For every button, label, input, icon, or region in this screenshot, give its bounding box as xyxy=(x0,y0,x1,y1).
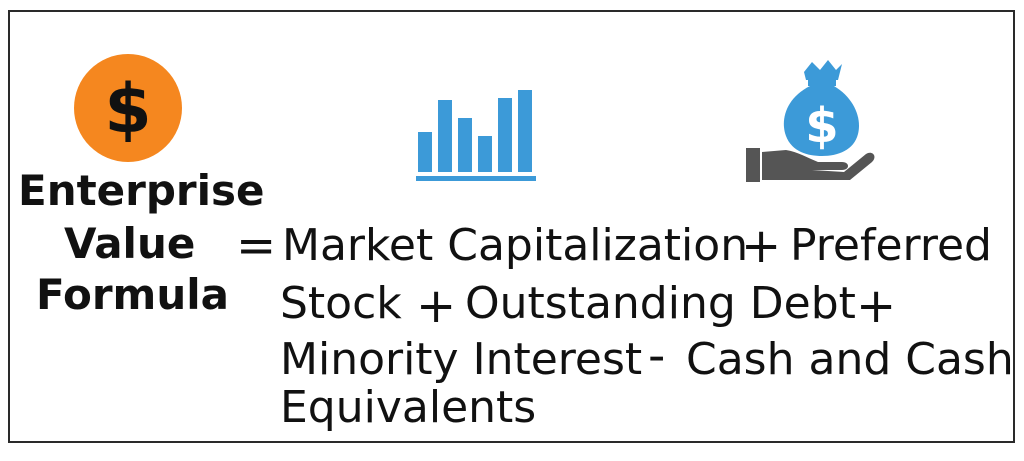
dollar-coin-icon: $ xyxy=(74,54,182,162)
formula-outstanding-debt: Outstanding Debt xyxy=(465,278,856,329)
formula-preferred: Preferred xyxy=(790,220,992,271)
dollar-coin-glyph: $ xyxy=(104,70,151,149)
formula-equivalents: Equivalents xyxy=(280,382,537,433)
equals-sign: = xyxy=(236,218,277,274)
minus-sign: - xyxy=(648,328,666,384)
plus-sign-3: + xyxy=(856,278,897,334)
formula-stock: Stock xyxy=(280,278,402,329)
formula-minority-interest: Minority Interest xyxy=(280,334,643,385)
title-line-1: Enterprise xyxy=(18,166,265,215)
infographic-frame xyxy=(8,10,1015,443)
money-bag-hand-icon: $ xyxy=(746,60,875,182)
formula-market-capitalization: Market Capitalization xyxy=(282,220,749,271)
plus-sign-1: + xyxy=(741,218,782,274)
money-bag-glyph: $ xyxy=(805,98,838,154)
title-line-3: Formula xyxy=(36,270,229,319)
title-line-2: Value xyxy=(64,219,196,268)
plus-sign-2: + xyxy=(416,278,457,334)
bar-chart-icon xyxy=(416,90,536,181)
formula-cash-and-cash: Cash and Cash xyxy=(686,334,1014,385)
